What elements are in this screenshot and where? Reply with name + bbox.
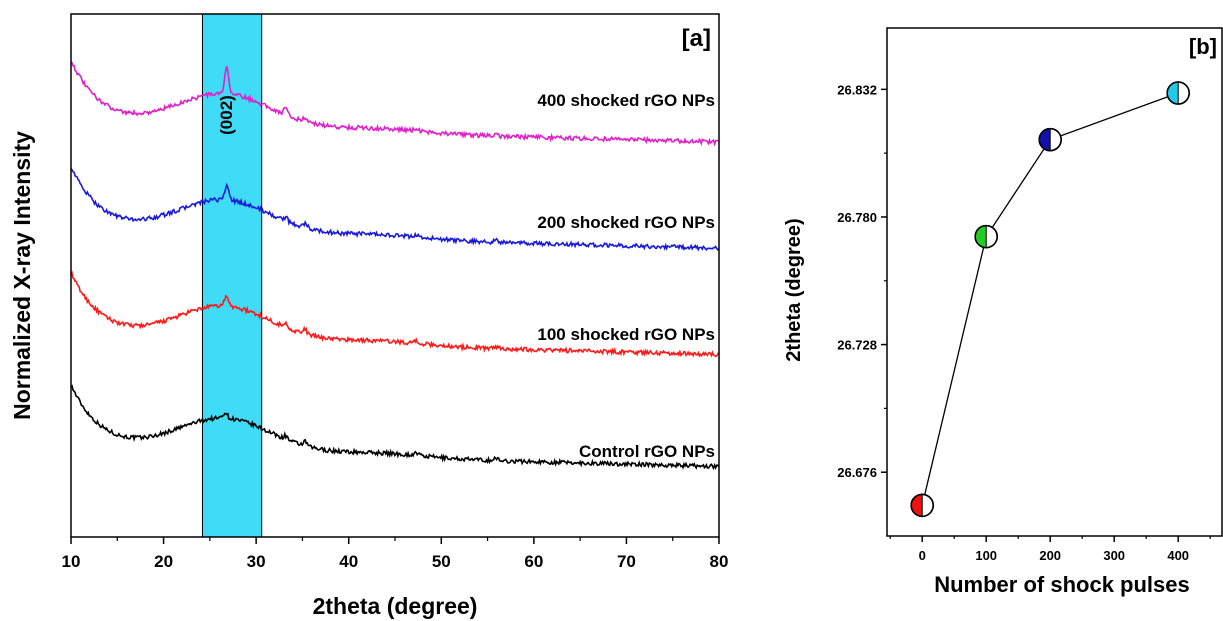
plot-frame-b (886, 27, 1223, 537)
x-tick-label-b: 0 (919, 548, 926, 563)
x-axis-title-b: Number of shock pulses (934, 572, 1190, 597)
series-label: 200 shocked rGO NPs (537, 213, 715, 232)
y-tick-label-b: 26.676 (837, 465, 877, 480)
y-ticks-b: 26.676 26.728 26.780 26.832 (837, 82, 887, 480)
xrd-curve-1 (70, 270, 720, 358)
x-tick-label-b: 400 (1167, 548, 1189, 563)
y-axis-title-a: Normalized X-ray Intensity (9, 131, 35, 420)
y-tick-label-b: 26.728 (837, 338, 877, 353)
x-tick-label-a: 10 (62, 552, 81, 571)
data-point (910, 493, 934, 518)
y-axis-title-b: 2theta (degree) (783, 218, 805, 361)
x-tick-label-b: 200 (1039, 548, 1061, 563)
band-label-002: (002) (217, 95, 236, 135)
data-point (1038, 127, 1062, 152)
x-ticks-b: 0 100 200 300 400 (889, 536, 1211, 563)
series-label: 400 shocked rGO NPs (537, 91, 715, 110)
panel-b-peak-shift-chart: 0 100 200 300 400 26.676 26.728 26.780 26.832 [… (783, 27, 1223, 597)
data-point (1166, 81, 1190, 105)
x-tick-label-b: 300 (1103, 548, 1125, 563)
x-tick-label-a: 70 (617, 552, 636, 571)
x-tick-label-a: 20 (154, 552, 173, 571)
series-labels: Control rGO NPs 100 shocked rGO NPs 200 sh… (537, 91, 715, 461)
x-tick-label-a: 30 (247, 552, 266, 571)
series-label: Control rGO NPs (579, 442, 715, 461)
xrd-curve-0 (70, 384, 720, 471)
connecting-line (921, 92, 1179, 506)
y-tick-label-b: 26.832 (837, 82, 877, 97)
xrd-curves (70, 61, 720, 471)
y-tick-label-b: 26.780 (837, 210, 877, 225)
data-point (974, 224, 998, 249)
panel-label-a: [a] (682, 25, 711, 52)
series-label: 100 shocked rGO NPs (537, 325, 715, 344)
data-points (910, 81, 1190, 518)
xrd-curve-3 (70, 61, 719, 147)
x-tick-label-b: 100 (975, 548, 997, 563)
x-tick-label-a: 80 (710, 552, 729, 571)
x-tick-label-a: 60 (524, 552, 543, 571)
panel-a-xrd-chart: 10 20 30 40 50 60 70 80 (002) Control rGO NPs 10… (9, 13, 729, 619)
x-tick-label-a: 50 (432, 552, 451, 571)
panel-label-b: [b] (1189, 34, 1217, 59)
xrd-curve-2 (70, 168, 720, 252)
x-ticks-a: 10 20 30 40 50 60 70 80 (62, 537, 729, 571)
x-tick-label-a: 40 (339, 552, 358, 571)
x-axis-title-a: 2theta (degree) (313, 593, 478, 619)
